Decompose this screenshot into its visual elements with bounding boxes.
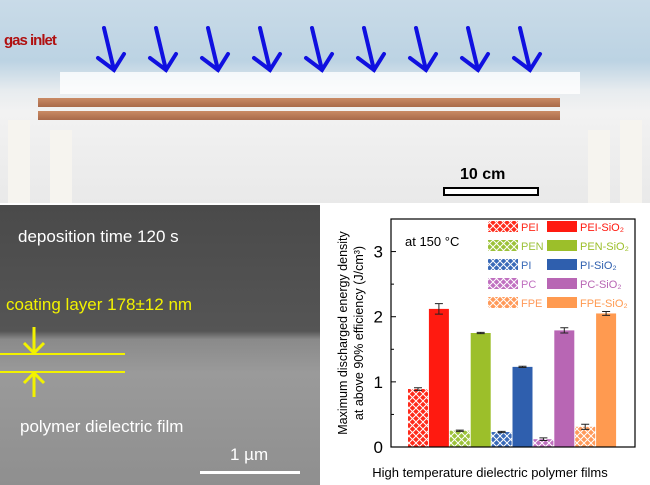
error-bar [455,429,464,432]
support-leg [588,130,610,203]
error-bar [497,430,506,434]
gas-inlet-label: gas inlet [4,32,57,49]
error-bar [602,311,611,316]
legend-label: PEN-SiO₂ [580,241,629,253]
legend-label: FPE [521,298,542,310]
legend-label: PC [521,279,536,291]
legend-swatch [547,259,577,270]
arrows [96,26,542,73]
legend-swatch [488,278,518,289]
gas-arrow-icon [304,26,334,73]
support-leg [620,120,642,203]
y-tick-label: 0 [374,438,383,457]
gas-arrow-icon [408,26,438,73]
legend-item-PEN: PEN [488,240,544,253]
legend-item-PI: PI [488,259,531,272]
legend-label: PEN [521,241,544,253]
scale-bar-label: 10 cm [460,166,506,183]
bar-PEN-SiO₂ [470,333,491,447]
bar-PC-SiO₂ [554,330,575,447]
error-bar [434,303,443,315]
error-bar [414,387,422,391]
error-bar [560,327,569,334]
gas-arrow-icon [512,26,542,73]
legend-swatch [547,297,577,308]
error-bar [539,437,548,441]
legend-item-FPE-SiO₂: FPE-SiO₂ [547,297,628,310]
coating-bottom-line [0,371,125,373]
bar-PEN [449,430,470,447]
gas-arrow-icon [96,26,126,73]
error-bar [476,331,485,335]
scale-bar [443,187,539,196]
legend-swatch [488,297,518,308]
support-leg [50,130,72,203]
legend-swatch [488,221,518,232]
thickness-arrows-icon [22,327,46,397]
copper-electrode-top [38,98,560,107]
gas-inlet-photo: gas inlet 10 cm [0,0,650,203]
legend-item-PC: PC [488,278,536,291]
x-axis-label: High temperature dielectric polymer film… [372,465,608,480]
energy-density-bar-chart: 0 1 2 3 at 150 °C PEI PEI-SiO₂ PEN PEN-SiO₂ PI P… [336,218,636,480]
error-bar [518,365,527,369]
gas-arrow-icon [252,26,282,73]
film-label: polymer dielectric film [20,417,184,436]
bar-PI-SiO₂ [512,366,533,447]
legend-swatch [488,259,518,270]
gas-arrow-icon [148,26,178,73]
sem-image: deposition time 120 s coating layer 178±… [0,205,320,485]
legend-label: PEI [521,222,539,234]
legend-label: PI [521,260,531,272]
plot-frame [390,218,636,448]
legend-item-PEI: PEI [488,221,539,234]
legend-swatch [547,240,577,251]
bar-PC [533,439,554,447]
legend-swatch [547,221,577,232]
deposition-label: deposition time 120 s [18,227,179,246]
sem-scale-bar [200,471,300,474]
sem-scale-label: 1 µm [230,445,269,464]
gas-arrow-icon [200,26,230,73]
legend-item-PI-SiO₂: PI-SiO₂ [547,259,617,272]
error-bar [581,423,590,430]
temperature-annotation: at 150 °C [405,234,459,249]
legend-swatch [547,278,577,289]
bar-FPE-SiO₂ [596,313,617,447]
legend-swatch [488,240,518,251]
coating-label: coating layer 178±12 nm [6,295,193,314]
coating-top-line [0,353,125,355]
legend-label: FPE-SiO₂ [580,298,628,310]
bar-FPE [575,426,596,447]
legend-label: PEI-SiO₂ [580,222,624,234]
gas-arrow-icon [356,26,386,73]
support-leg [8,120,30,203]
bar-PEI [408,389,428,447]
legend-item-PC-SiO₂: PC-SiO₂ [547,278,622,291]
legend-label: PI-SiO₂ [580,260,617,272]
y-tick-label: 1 [374,373,383,392]
copper-electrode-bottom [38,111,560,120]
y-tick-label: 3 [374,243,383,262]
y-axis-label-line1: Maximum discharged energy density [336,230,350,434]
legend-label: PC-SiO₂ [580,279,622,291]
legend-item-PEI-SiO₂: PEI-SiO₂ [547,221,624,234]
bar-PI [491,432,512,447]
y-axis-label-line2: at above 90% efficiency (J/cm³) [352,246,366,420]
legend-item-PEN-SiO₂: PEN-SiO₂ [547,240,629,253]
legend-item-FPE: FPE [488,297,542,310]
bar-PEI-SiO₂ [428,308,449,447]
gas-arrow-icon [460,26,490,73]
manifold [60,72,580,94]
y-tick-label: 2 [374,308,383,327]
